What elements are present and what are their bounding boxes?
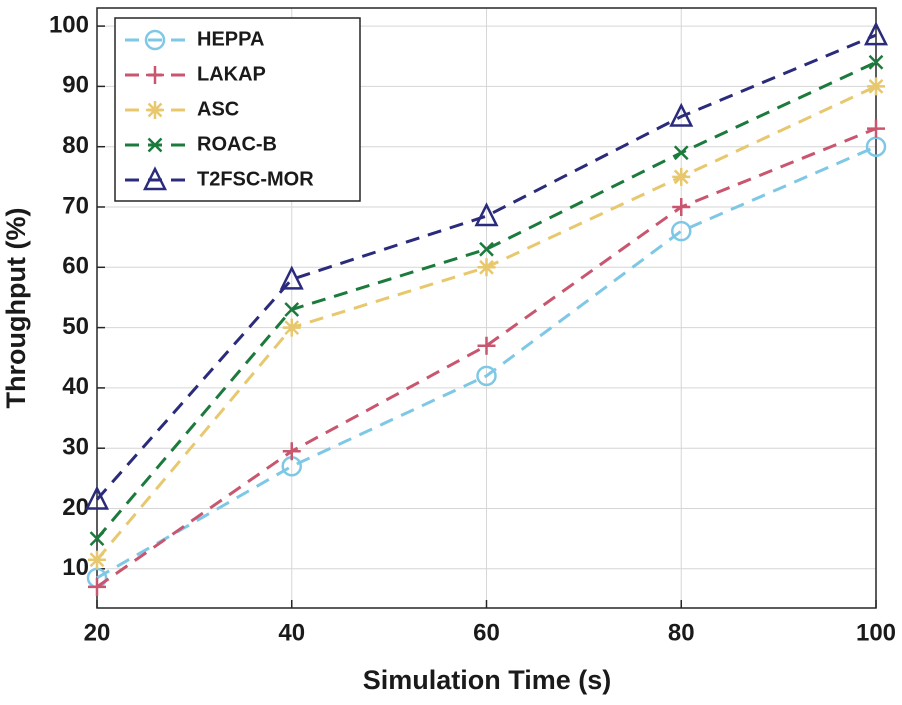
legend-label: HEPPA xyxy=(197,28,264,50)
data-point xyxy=(863,21,889,46)
series-line xyxy=(96,145,877,580)
series-line xyxy=(96,127,877,589)
legend-marker xyxy=(146,66,164,84)
data-point xyxy=(279,265,304,290)
plot-frame xyxy=(96,7,877,609)
legend-label: ASC xyxy=(197,98,239,120)
y-tick-label: 20 xyxy=(62,494,89,521)
data-point xyxy=(669,102,694,127)
legend-label: T2FSC-MOR xyxy=(197,168,314,190)
data-point xyxy=(477,258,496,277)
y-tick-label: 40 xyxy=(62,373,89,400)
y-tick-label: 70 xyxy=(62,192,89,219)
y-tick-label: 100 xyxy=(49,11,89,38)
x-axis-label: Simulation Time (s) xyxy=(363,665,612,695)
x-tick-label: 60 xyxy=(473,619,500,646)
data-point xyxy=(474,202,499,227)
x-tick-label: 20 xyxy=(84,619,111,646)
x-tick-label: 40 xyxy=(278,619,305,646)
data-point xyxy=(479,241,494,257)
data-point xyxy=(282,442,301,461)
y-tick-label: 50 xyxy=(62,313,89,340)
data-point xyxy=(476,365,497,387)
y-tick-label: 90 xyxy=(62,72,89,99)
legend-marker xyxy=(142,166,168,191)
y-tick-label: 30 xyxy=(62,434,89,461)
data-point xyxy=(867,77,885,96)
series-line xyxy=(95,33,877,501)
data-point xyxy=(672,167,691,186)
y-axis-label: Throughput (%) xyxy=(1,208,31,409)
data-point xyxy=(671,220,692,242)
series-line xyxy=(95,60,877,540)
legend-marker xyxy=(147,137,163,153)
y-tick-label: 60 xyxy=(62,253,89,280)
data-point xyxy=(477,336,496,355)
legend-label: ROAC-B xyxy=(197,133,277,155)
data-point xyxy=(865,136,887,157)
data-point xyxy=(84,485,110,510)
legend-marker xyxy=(146,101,164,119)
x-tick-label: 80 xyxy=(668,619,695,646)
data-point xyxy=(868,54,884,70)
x-tick-label: 100 xyxy=(856,619,896,646)
y-tick-label: 80 xyxy=(62,132,89,159)
data-point xyxy=(88,550,106,569)
data-point xyxy=(88,577,106,596)
data-point xyxy=(867,119,885,138)
data-point xyxy=(89,531,105,547)
legend-label: LAKAP xyxy=(197,63,266,85)
y-tick-label: 10 xyxy=(62,554,89,581)
data-point xyxy=(672,197,691,216)
data-point xyxy=(673,145,689,161)
data-point xyxy=(284,302,300,317)
legend-marker xyxy=(144,29,166,51)
data-point xyxy=(282,318,301,337)
